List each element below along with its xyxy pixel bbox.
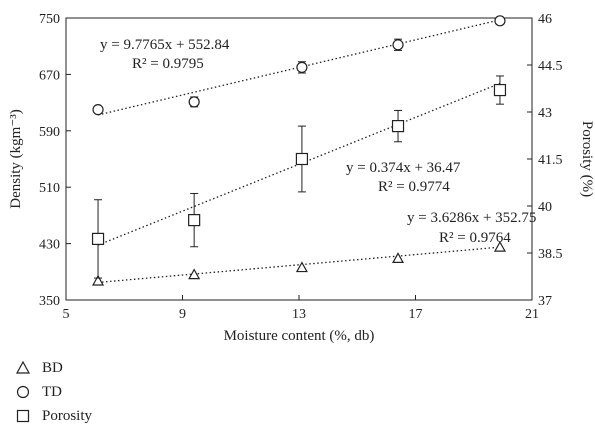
- legend-label-porosity: Porosity: [42, 407, 93, 424]
- equation-td: y = 9.7765x + 552.84: [100, 37, 230, 53]
- legend-item-td: TD: [14, 380, 92, 404]
- point-bd: [392, 252, 405, 264]
- point-porosity: [188, 214, 201, 227]
- square-icon: [16, 409, 30, 423]
- trendline-td: [97, 19, 501, 116]
- equation-porosity: y = 0.374x + 36.47: [346, 160, 461, 176]
- data-marks: [91, 15, 507, 286]
- legend-item-bd: BD: [14, 356, 92, 380]
- point-porosity: [295, 152, 309, 166]
- point-bd: [92, 274, 105, 286]
- point-td: [392, 39, 404, 51]
- point-td: [188, 96, 200, 108]
- point-bd: [295, 261, 308, 273]
- x-tick-label: 13: [292, 307, 306, 322]
- y-right-tick-label: 37: [538, 294, 552, 309]
- point-porosity: [391, 119, 405, 133]
- x-axis-title: Moisture content (%, db): [224, 328, 375, 344]
- x-tick-label: 17: [409, 307, 423, 322]
- y-right-tick-label: 41.5: [538, 153, 563, 168]
- labels: 5 9 13 17 21 350 430 510 590 670 750 37 38.5 40 41.5 43…: [8, 12, 595, 344]
- x-tick-label: 21: [525, 307, 539, 322]
- y-right-tick-label: 38.5: [538, 247, 563, 262]
- legend-label-bd: BD: [42, 359, 63, 376]
- legend: BD TD Porosity: [14, 356, 92, 428]
- point-porosity: [91, 232, 105, 245]
- y-left-tick-label: 750: [39, 12, 60, 27]
- y-right-tick-label: 40: [538, 200, 552, 215]
- r2-bd: R² = 0.9764: [439, 230, 511, 246]
- trendline-bd: [97, 246, 501, 284]
- y-left-tick-label: 670: [39, 68, 60, 83]
- r2-td: R² = 0.9795: [132, 56, 204, 72]
- triangle-icon: [15, 360, 31, 374]
- equation-bd: y = 3.6286x + 352.75: [407, 210, 536, 226]
- point-td: [494, 15, 506, 27]
- point-bd: [188, 268, 201, 280]
- circle-icon: [16, 385, 30, 399]
- y-left-tick-label: 590: [39, 125, 60, 140]
- y-right-tick-label: 43: [538, 106, 552, 121]
- y-left-tick-label: 350: [39, 294, 60, 309]
- x-tick-label: 9: [179, 307, 186, 322]
- y-left-tick-label: 430: [39, 238, 60, 253]
- point-td: [296, 61, 308, 73]
- point-td: [92, 104, 104, 116]
- y-left-tick-label: 510: [39, 181, 60, 196]
- y-right-axis-title: Porosity (%): [579, 121, 595, 197]
- x-tick-label: 5: [63, 307, 70, 322]
- point-bd: [493, 240, 506, 252]
- axes: [65, 17, 533, 301]
- legend-label-td: TD: [42, 383, 62, 400]
- y-left-axis-title: Density (kgm⁻³): [8, 109, 24, 209]
- y-right-tick-label: 46: [538, 12, 552, 27]
- point-porosity: [493, 83, 507, 97]
- legend-item-porosity: Porosity: [14, 404, 92, 428]
- r2-porosity: R² = 0.9774: [378, 179, 450, 195]
- y-right-tick-label: 44.5: [538, 59, 563, 74]
